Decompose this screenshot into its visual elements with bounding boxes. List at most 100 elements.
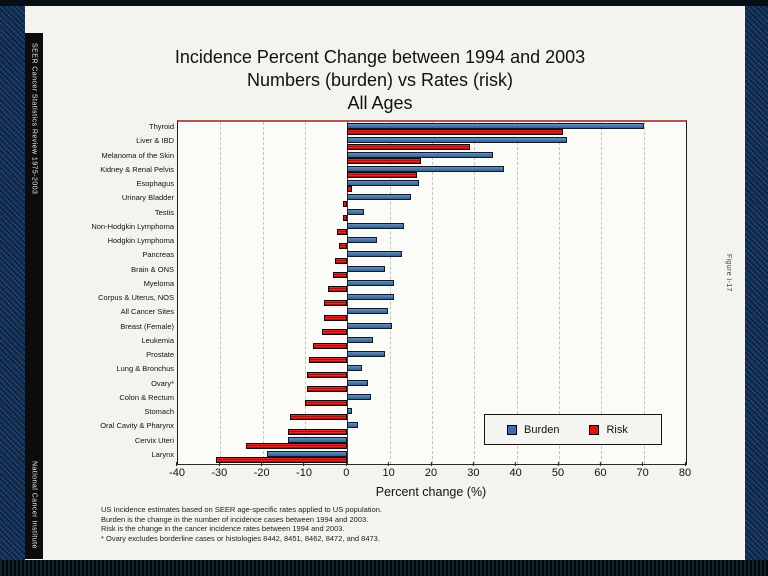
burden-bar — [347, 322, 392, 329]
tick-mark — [261, 462, 263, 466]
tick-mark — [642, 462, 644, 466]
burden-bar — [347, 194, 411, 201]
tick-mark — [557, 462, 559, 466]
footnote-line: * Ovary excludes borderline cases or his… — [101, 534, 380, 544]
tick-label: 40 — [509, 467, 522, 479]
gridline — [432, 122, 433, 464]
risk-bar — [347, 186, 352, 193]
gridline — [262, 122, 264, 464]
tick-label: -40 — [169, 467, 185, 479]
gridline — [220, 122, 222, 464]
x-tick-80: 80 — [679, 462, 691, 479]
footnote-line: US Incidence estimates based on SEER age… — [101, 505, 382, 514]
risk-bar — [305, 400, 348, 407]
x-tick--10: -10 — [296, 462, 312, 479]
slide-background: SEER Cancer Statistics Review 1975-2003 … — [25, 6, 745, 560]
sidebar-series-title: SEER Cancer Statistics Review 1975-2003 — [30, 43, 38, 195]
x-axis-label: Percent change (%) — [375, 485, 487, 499]
category-label: Kidney & Renal Pelvis — [100, 164, 174, 174]
category-label: Esophagus — [136, 179, 174, 188]
risk-bar — [347, 157, 422, 164]
tick-mark — [345, 462, 347, 466]
risk-bar — [324, 300, 348, 307]
tick-mark — [684, 462, 686, 466]
risk-bar — [309, 357, 348, 364]
tick-mark — [515, 462, 517, 466]
risk-bar — [347, 172, 418, 179]
burden-bar — [347, 251, 403, 258]
risk-bar — [290, 414, 348, 421]
sidebar-institute: National Cancer Institute — [30, 461, 38, 549]
plot-area: Burden Risk — [177, 120, 687, 465]
category-label: Cervix Uteri — [134, 435, 174, 445]
burden-bar — [347, 123, 644, 129]
tick-mark — [472, 462, 474, 466]
x-tick-10: 10 — [383, 462, 395, 479]
tick-label: 10 — [382, 467, 395, 479]
category-label: Liver & IBD — [136, 136, 174, 146]
tick-label: 80 — [678, 467, 692, 479]
gridline — [389, 122, 391, 464]
chart-title: Incidence Percent Change between 1994 an… — [45, 46, 715, 115]
category-label: Brain & ONS — [131, 264, 174, 274]
risk-bar — [245, 442, 348, 449]
tick-label: 20 — [424, 467, 438, 479]
gridline — [305, 122, 306, 464]
footnote-line: Burden is the change in the number of in… — [101, 514, 369, 524]
burden-bar — [347, 137, 568, 144]
category-label: Ovary* — [151, 378, 174, 388]
risk-bar — [347, 129, 564, 136]
tick-label: 30 — [467, 467, 480, 479]
legend-label-risk: Risk — [606, 423, 628, 436]
burden-bar — [347, 222, 405, 229]
gridline — [601, 122, 603, 464]
x-tick-60: 60 — [594, 462, 606, 479]
tick-mark — [388, 462, 390, 466]
burden-bar — [347, 237, 377, 243]
risk-bar — [343, 200, 348, 207]
risk-swatch-icon — [589, 424, 600, 435]
burden-bar — [347, 180, 420, 186]
risk-bar — [288, 428, 348, 435]
gridline — [643, 122, 645, 464]
burden-bar — [347, 308, 388, 315]
x-tick-70: 70 — [637, 462, 649, 479]
category-label: Myeloma — [143, 278, 174, 288]
category-label: Leukemia — [141, 335, 174, 345]
risk-bar — [216, 457, 348, 464]
tick-mark — [599, 462, 601, 466]
burden-bar — [347, 265, 386, 272]
zero-axis-line — [347, 122, 349, 464]
footnote-line: Risk is the change in the cancer inciden… — [101, 524, 345, 534]
category-label: Melanoma of the Skin — [101, 150, 174, 160]
burden-bar — [347, 165, 504, 172]
risk-bar — [343, 214, 348, 221]
risk-bar — [347, 143, 471, 150]
category-label: Stomach — [144, 407, 174, 416]
chart-title-line1: Incidence Percent Change between 1994 an… — [174, 47, 586, 67]
tick-mark — [176, 462, 178, 466]
burden-bar — [347, 208, 365, 215]
risk-bar — [332, 271, 348, 278]
tick-mark — [303, 462, 305, 466]
risk-bar — [336, 229, 348, 236]
burden-bar — [288, 436, 348, 443]
gridline — [474, 122, 476, 464]
burden-bar — [347, 294, 394, 300]
burden-bar — [266, 450, 348, 457]
category-label: Oral Cavity & Pharynx — [100, 421, 174, 431]
footnotes: US Incidence estimates based on SEER age… — [101, 505, 382, 544]
x-tick-50: 50 — [552, 462, 564, 479]
tick-label: -30 — [211, 467, 228, 479]
x-axis-ticks: -40 -30 -20 -10 0 10 20 30 40 50 60 70 80 — [169, 462, 691, 482]
x-tick-30: 30 — [467, 462, 479, 479]
risk-bar — [307, 371, 348, 378]
burden-bar — [347, 408, 352, 414]
x-tick--30: -30 — [211, 462, 227, 479]
tick-label: 60 — [594, 467, 607, 479]
category-label: Corpus & Uterus, NOS — [98, 293, 174, 302]
burden-bar — [347, 151, 494, 158]
chart-title-line3: All Ages — [347, 93, 413, 113]
burden-bar — [347, 393, 371, 400]
